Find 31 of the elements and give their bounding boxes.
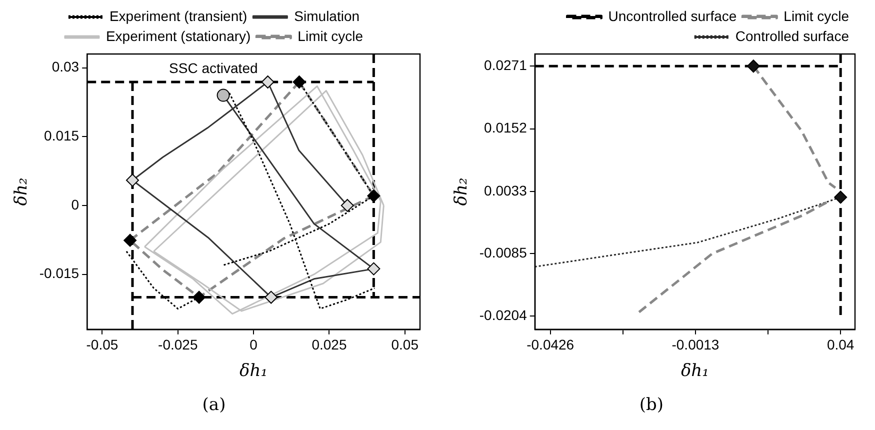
x-tick-label: -0.05 <box>86 336 118 353</box>
legend-label: Uncontrolled surface <box>608 8 737 24</box>
x-tick-label: 0.025 <box>312 336 347 353</box>
legend-label: Limit cycle <box>784 8 850 24</box>
x-tick-label: 0.05 <box>391 336 419 353</box>
y-tick-label: -0.015 <box>39 265 80 282</box>
legend-label: Limit cycle <box>298 28 364 44</box>
x-axis-title: δh₁ <box>240 360 268 381</box>
legend-label: Experiment (transient) <box>109 8 248 24</box>
y-tick-label: 0 <box>71 196 80 212</box>
x-axis-title: δh₁ <box>680 360 709 381</box>
annotation: SSC activated <box>169 60 258 76</box>
y-tick-label: 0.0033 <box>484 182 528 198</box>
y-tick-label: -0.0085 <box>479 244 528 260</box>
x-tick-label: -0.025 <box>158 336 198 353</box>
legend-label: Experiment (stationary) <box>106 28 251 44</box>
y-tick-label: 0.03 <box>52 58 80 75</box>
y-axis-title: δh₂ <box>452 178 472 206</box>
x-tick-label: -0.0426 <box>526 336 574 353</box>
text: (b) <box>639 395 664 416</box>
y-tick-label: 0.015 <box>44 127 80 144</box>
legend-label: Simulation <box>294 8 360 24</box>
y-axis-title: δh₂ <box>12 178 32 206</box>
y-tick-label: 0.0152 <box>484 120 528 136</box>
x-tick-label: -0.0013 <box>672 336 720 353</box>
x-tick-label: 0 <box>250 336 258 353</box>
y-tick-label: 0.0271 <box>484 56 528 73</box>
x-tick-label: 0.04 <box>826 336 854 353</box>
legend-label: Controlled surface <box>735 28 850 44</box>
text: (a) <box>202 395 226 416</box>
y-tick-label: -0.0204 <box>479 307 528 324</box>
